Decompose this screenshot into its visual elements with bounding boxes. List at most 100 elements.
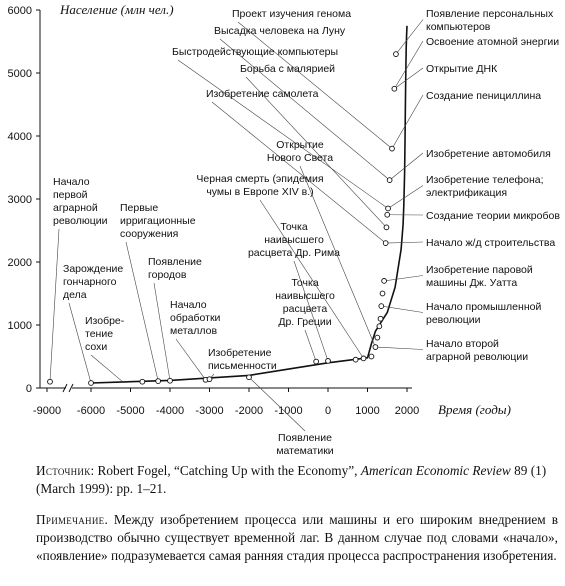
data-point — [155, 378, 162, 384]
leader-line — [125, 241, 159, 382]
annotation-label: Появление персональных компьютеров — [426, 8, 554, 33]
leader-line — [259, 199, 364, 359]
annotation-line: металлов — [170, 325, 217, 337]
x-tick-label: -5000 — [116, 405, 144, 417]
annotation-label: Зарождение гончарного дела — [63, 263, 123, 301]
data-point — [381, 278, 387, 284]
x-tick-label: 1000 — [355, 405, 379, 417]
annotation-line: Черная смерть (эпидемия — [196, 173, 323, 185]
annotation-label: Создание пенициллина — [426, 90, 541, 102]
y-tick-label: 3000 — [8, 194, 32, 206]
annotation-line: сохи — [85, 341, 107, 353]
note-caption: Примечание. Между изобретением процесса … — [36, 511, 558, 565]
annotation-line: Высадка человека на Луну — [214, 25, 346, 37]
leader-line — [68, 302, 92, 384]
axes: 0 1000 2000 3000 4000 5000 6000 -9000 -6000 -5000… — [8, 5, 420, 417]
x-tick-label: -4000 — [156, 405, 184, 417]
data-point — [379, 290, 386, 297]
annotation-label: Изобретение самолета — [206, 88, 319, 100]
annotation-line: математики — [276, 445, 333, 457]
annotation-line: наивысшего — [275, 290, 335, 302]
data-point — [378, 303, 385, 309]
annotation-line: Проект изучения генома — [232, 8, 351, 20]
annotation-line: Создание теории микробов — [426, 210, 560, 222]
data-point — [325, 358, 331, 364]
y-tick-label: 6000 — [8, 5, 32, 17]
annotation-line: Появление персональных — [426, 8, 554, 20]
annotation-label: Высадка человека на Луну — [214, 25, 346, 37]
annotation-label: Точка наивысшего расцвета Др. Греции — [275, 277, 335, 328]
data-point — [139, 378, 146, 385]
note-label: Примечание — [36, 512, 105, 527]
x-tick-label: -6000 — [77, 405, 105, 417]
annotation-line: Начало второй — [426, 338, 499, 350]
leader-line — [391, 94, 424, 149]
leader-line — [375, 346, 424, 350]
annotation-label: Борьба с малярией — [240, 63, 335, 75]
y-tick-label: 2000 — [8, 257, 32, 269]
y-axis-title: Население (млн чел.) — [59, 2, 174, 17]
data-point — [368, 353, 375, 360]
annotation-line: расцвета Др. Рима — [248, 247, 340, 259]
annotation-line: Изобретение — [208, 347, 272, 359]
annotation-line: Открытие ДНК — [426, 63, 498, 75]
annotation-line: городов — [148, 269, 187, 281]
x-tick-label: -9000 — [33, 405, 61, 417]
series-layer — [90, 25, 408, 384]
leader-line — [304, 329, 317, 362]
data-points — [47, 51, 399, 386]
leader-line — [175, 338, 206, 380]
annotation-line: дела — [63, 289, 87, 301]
leader-line — [385, 241, 424, 244]
annotation-line: компьютеров — [426, 21, 491, 33]
leader-line — [177, 59, 389, 209]
source-label: Источник — [36, 463, 91, 478]
annotation-line: Начало — [53, 176, 90, 188]
annotation-label: Создание теории микробов — [426, 210, 560, 222]
source-tail: 89 (1) (March 1999): pp. 1–21. — [36, 463, 547, 496]
leader-line — [211, 101, 386, 244]
annotation-line: революции — [426, 314, 481, 326]
x-tick-label: 0 — [325, 405, 331, 417]
annotation-line: Открытие — [276, 139, 324, 151]
annotation-line: Начало — [170, 299, 207, 311]
data-point — [377, 315, 384, 322]
annotation-line: гончарного — [63, 276, 117, 288]
leader-line — [153, 282, 171, 381]
x-tick-label: 2000 — [395, 405, 419, 417]
annotation-line: электрификация — [426, 187, 507, 199]
annotation-line: расцвета — [283, 303, 328, 315]
data-point — [372, 344, 379, 350]
axis-break-mark — [62, 383, 68, 393]
leader-line — [389, 152, 424, 181]
x-tick-label: -1000 — [274, 405, 302, 417]
leader-line — [245, 76, 387, 228]
annotation-label: Первые ирригационные сооружения — [120, 202, 196, 240]
leader-line — [219, 38, 390, 181]
data-point — [382, 240, 389, 246]
data-point — [313, 358, 320, 365]
data-point — [393, 51, 399, 57]
x-tick-label: -2000 — [235, 405, 263, 417]
data-point — [206, 376, 213, 383]
data-point — [167, 377, 173, 384]
annotation-line: машины Дж. Уатта — [426, 277, 517, 289]
y-tick-label: 5000 — [8, 68, 32, 80]
x-tick-label: -3000 — [195, 405, 223, 417]
annotation-line: тение — [85, 328, 113, 340]
data-point — [47, 378, 53, 385]
annotation-line: аграрной революции — [426, 351, 528, 363]
annotation-line: аграрной — [53, 202, 98, 214]
leader-line — [395, 19, 424, 55]
population-line — [90, 25, 408, 384]
data-point — [391, 85, 398, 92]
data-point — [374, 334, 381, 341]
data-point — [376, 323, 383, 330]
annotation-label: Изобретение телефона; электрификация — [426, 174, 544, 199]
axis-break-mark — [68, 383, 74, 393]
annotation-line: Изобретение автомобиля — [426, 148, 551, 160]
leader-line — [49, 228, 60, 382]
annotation-line: Изобре- — [85, 315, 125, 327]
annotation-label: Изобре-тение сохи — [85, 315, 125, 353]
